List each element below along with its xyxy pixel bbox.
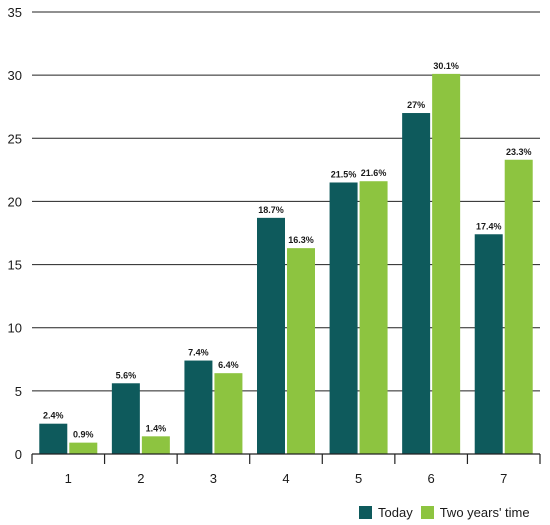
bar-two-years-1: [69, 442, 98, 454]
bar-today-1: [39, 423, 68, 454]
data-label: 27%: [407, 100, 425, 110]
x-tick-label: 7: [500, 471, 507, 486]
bar-today-7: [474, 234, 503, 454]
bar-two-years-6: [432, 73, 461, 454]
bar-two-years-2: [141, 436, 170, 454]
x-tick-label: 3: [210, 471, 217, 486]
y-axis-tick-labels: 0 5 10 15 20 25 30 35: [8, 5, 22, 462]
data-label: 17.4%: [476, 221, 502, 231]
legend-label-today: Today: [378, 505, 413, 520]
bar-today-6: [402, 113, 431, 455]
bar-today-4: [257, 217, 285, 454]
x-tick-label: 6: [428, 471, 435, 486]
data-label: 21.6%: [361, 168, 387, 178]
legend-label-two-years: Two years' time: [439, 505, 530, 520]
bars: [39, 73, 533, 455]
data-label: 16.3%: [288, 235, 314, 245]
bar-today-5: [329, 182, 358, 454]
y-tick-label: 10: [8, 321, 22, 336]
y-tick-label: 15: [8, 258, 22, 273]
x-tick-label: 4: [282, 471, 289, 486]
bar-two-years-3: [214, 373, 243, 454]
y-tick-label: 25: [8, 131, 22, 146]
bar-two-years-5: [359, 181, 388, 455]
data-label: 5.6%: [116, 370, 137, 380]
data-labels: 2.4% 0.9% 5.6% 1.4% 7.4% 6.4% 18.7% 16.3% 21.5% 2…: [43, 61, 531, 440]
bar-today-3: [184, 360, 213, 454]
data-label: 0.9%: [73, 430, 94, 440]
x-tick-label: 5: [355, 471, 362, 486]
gridlines: [32, 11, 540, 392]
data-label: 1.4%: [146, 423, 167, 433]
bar-two-years-7: [504, 159, 533, 455]
bar-today-2: [111, 383, 140, 454]
y-tick-label: 0: [15, 447, 22, 462]
legend-item-two-years: Two years' time: [420, 505, 530, 520]
legend-item-today: Today: [359, 505, 413, 520]
y-tick-label: 35: [8, 5, 22, 20]
legend-swatch-today: [359, 506, 372, 519]
y-tick-label: 20: [8, 194, 22, 209]
data-label: 18.7%: [258, 205, 284, 215]
bar-two-years-4: [287, 248, 315, 454]
y-tick-label: 5: [15, 384, 22, 399]
legend-swatch-two-years: [420, 506, 434, 519]
data-label: 21.5%: [331, 169, 357, 179]
data-label: 2.4%: [43, 411, 64, 421]
data-label: 6.4%: [218, 360, 239, 370]
y-tick-label: 30: [8, 68, 22, 83]
x-axis: 1 2 3 4 5 6 7: [31, 453, 541, 486]
data-label: 23.3%: [506, 147, 532, 157]
x-tick-label: 1: [65, 471, 72, 486]
x-tick-label: 2: [137, 471, 144, 486]
data-label: 7.4%: [188, 348, 209, 358]
data-label: 30.1%: [433, 61, 459, 71]
legend: Today Two years' time: [359, 505, 538, 520]
